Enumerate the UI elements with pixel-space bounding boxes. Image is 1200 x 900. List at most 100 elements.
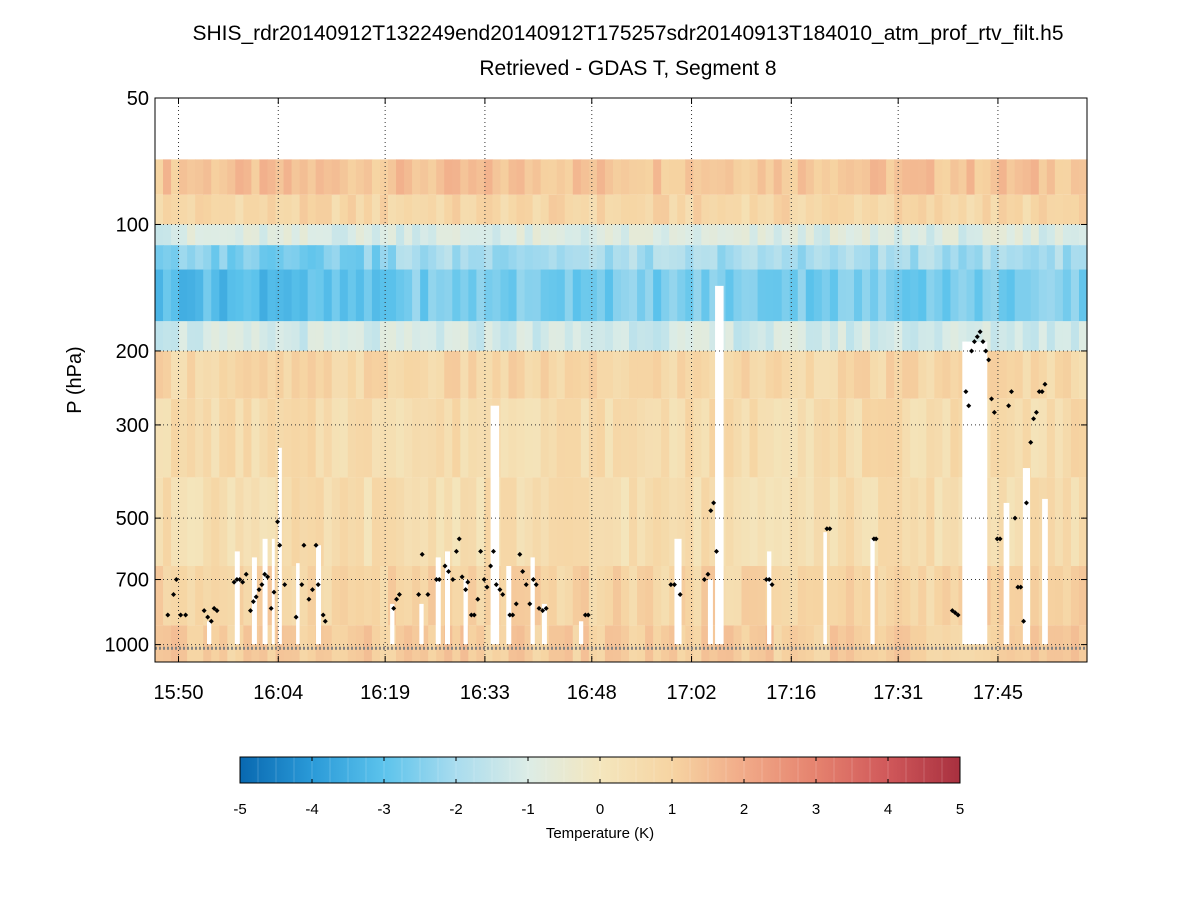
heatmap-cell bbox=[878, 398, 887, 478]
heatmap-cell bbox=[621, 398, 630, 478]
heatmap-cell bbox=[709, 194, 719, 225]
heatmap-cell bbox=[685, 477, 694, 567]
heatmap-cell bbox=[781, 477, 791, 567]
heatmap-cell bbox=[677, 245, 686, 270]
heatmap-cell bbox=[894, 245, 903, 270]
heatmap-cell bbox=[355, 398, 365, 478]
heatmap-cell bbox=[580, 625, 590, 662]
cloud-top-point bbox=[1008, 389, 1014, 395]
heatmap-cell bbox=[701, 398, 710, 478]
heatmap-cell bbox=[219, 245, 228, 270]
cloud-top-point bbox=[986, 357, 992, 363]
heatmap-cell bbox=[251, 245, 261, 270]
heatmap-cell bbox=[845, 398, 855, 478]
heatmap-cell bbox=[596, 224, 606, 246]
heatmap-cell bbox=[894, 321, 903, 351]
heatmap-cell bbox=[829, 321, 839, 351]
heatmap-cell bbox=[990, 566, 1000, 626]
heatmap-cell bbox=[379, 350, 389, 399]
heatmap-cell bbox=[299, 321, 309, 351]
heatmap-cell bbox=[1046, 350, 1056, 399]
heatmap-cell bbox=[452, 159, 461, 195]
heatmap-cell bbox=[219, 269, 228, 322]
heatmap-cell bbox=[821, 269, 831, 322]
heatmap-cell bbox=[227, 194, 236, 225]
heatmap-cell bbox=[701, 224, 710, 246]
heatmap-cell bbox=[1078, 625, 1088, 662]
heatmap-cell bbox=[725, 224, 735, 246]
heatmap-cell bbox=[886, 398, 895, 478]
heatmap-cell bbox=[267, 398, 277, 478]
heatmap-cell bbox=[379, 194, 389, 225]
heatmap-cell bbox=[685, 566, 694, 626]
heatmap-cell bbox=[412, 194, 421, 225]
heatmap-cell bbox=[709, 159, 719, 195]
heatmap-cell bbox=[813, 625, 823, 662]
heatmap-cell bbox=[878, 350, 887, 399]
heatmap-cell bbox=[163, 159, 172, 195]
heatmap-cell bbox=[580, 566, 590, 626]
heatmap-cell bbox=[171, 269, 180, 322]
heatmap-cell bbox=[781, 269, 791, 322]
heatmap-cell bbox=[211, 566, 220, 626]
heatmap-cell bbox=[789, 398, 799, 478]
heatmap-cell bbox=[1006, 398, 1016, 478]
heatmap-cell bbox=[155, 159, 164, 195]
heatmap-cell bbox=[307, 269, 317, 322]
cloud-top-point bbox=[520, 569, 526, 575]
heatmap-cell bbox=[548, 269, 558, 322]
cloud-top-point bbox=[178, 612, 184, 618]
heatmap-cell bbox=[741, 159, 751, 195]
heatmap-cell bbox=[942, 477, 952, 567]
heatmap-cell bbox=[629, 245, 638, 270]
heatmap-cell bbox=[854, 625, 863, 662]
heatmap-cell bbox=[476, 159, 486, 195]
heatmap-cell bbox=[508, 269, 518, 322]
heatmap-cell bbox=[621, 194, 630, 225]
heatmap-cell bbox=[749, 194, 759, 225]
heatmap-cell bbox=[950, 321, 960, 351]
heatmap-cell bbox=[805, 224, 815, 246]
heatmap-cell bbox=[958, 194, 968, 225]
cloud-column bbox=[506, 566, 512, 645]
heatmap-cell bbox=[283, 159, 293, 195]
heatmap-cell bbox=[347, 350, 357, 399]
cloud-top-point bbox=[394, 596, 400, 602]
heatmap-cell bbox=[572, 245, 582, 270]
heatmap-cell bbox=[371, 159, 381, 195]
heatmap-cell bbox=[604, 159, 614, 195]
heatmap-cell bbox=[612, 159, 622, 195]
heatmap-cell bbox=[347, 194, 357, 225]
heatmap-cell bbox=[878, 269, 887, 322]
heatmap-cell bbox=[339, 625, 349, 662]
heatmap-cell bbox=[1022, 321, 1032, 351]
heatmap-cell bbox=[797, 321, 807, 351]
heatmap-cell bbox=[235, 321, 244, 351]
heatmap-cell bbox=[661, 321, 670, 351]
heatmap-cell bbox=[339, 245, 349, 270]
heatmap-cell bbox=[797, 224, 807, 246]
heatmap-cell bbox=[677, 477, 686, 567]
cloud-top-point bbox=[293, 614, 299, 620]
heatmap-cell bbox=[990, 159, 1000, 195]
heatmap-cell bbox=[612, 477, 622, 567]
heatmap-cell bbox=[596, 350, 606, 399]
heatmap-cell bbox=[548, 224, 558, 246]
heatmap-cell bbox=[404, 566, 413, 626]
heatmap-cell bbox=[829, 625, 839, 662]
heatmap-cell bbox=[347, 398, 357, 478]
heatmap-cell bbox=[444, 159, 453, 195]
heatmap-cell bbox=[621, 350, 630, 399]
heatmap-cell bbox=[171, 321, 180, 351]
heatmap-cell bbox=[870, 194, 879, 225]
heatmap-cell bbox=[934, 625, 943, 662]
heatmap-cell bbox=[1070, 625, 1080, 662]
heatmap-cell bbox=[829, 477, 839, 567]
heatmap-cell bbox=[757, 566, 767, 626]
heatmap-cell bbox=[235, 224, 244, 246]
heatmap-cell bbox=[460, 224, 469, 246]
heatmap-cell bbox=[1046, 625, 1056, 662]
cloud-top-point bbox=[769, 582, 775, 588]
heatmap-cell bbox=[508, 350, 518, 399]
heatmap-cell bbox=[1038, 269, 1048, 322]
